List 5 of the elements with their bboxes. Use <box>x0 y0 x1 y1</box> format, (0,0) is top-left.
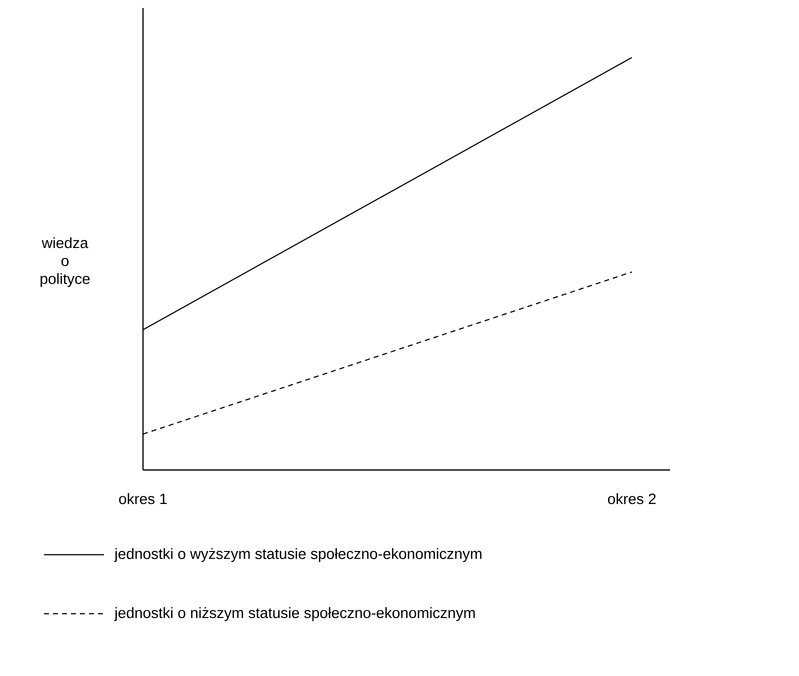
y-axis-title: wiedza o polityce <box>40 237 90 287</box>
legend-label: jednostki o wyższym statusie społeczno-ekonomicznym <box>114 548 482 562</box>
x-tick-label: okres 1 <box>119 493 167 504</box>
legend-label: jednostki o niższym statusie społeczno-ekonomicznym <box>114 607 475 622</box>
x-tick-label: okres 2 <box>608 493 656 504</box>
